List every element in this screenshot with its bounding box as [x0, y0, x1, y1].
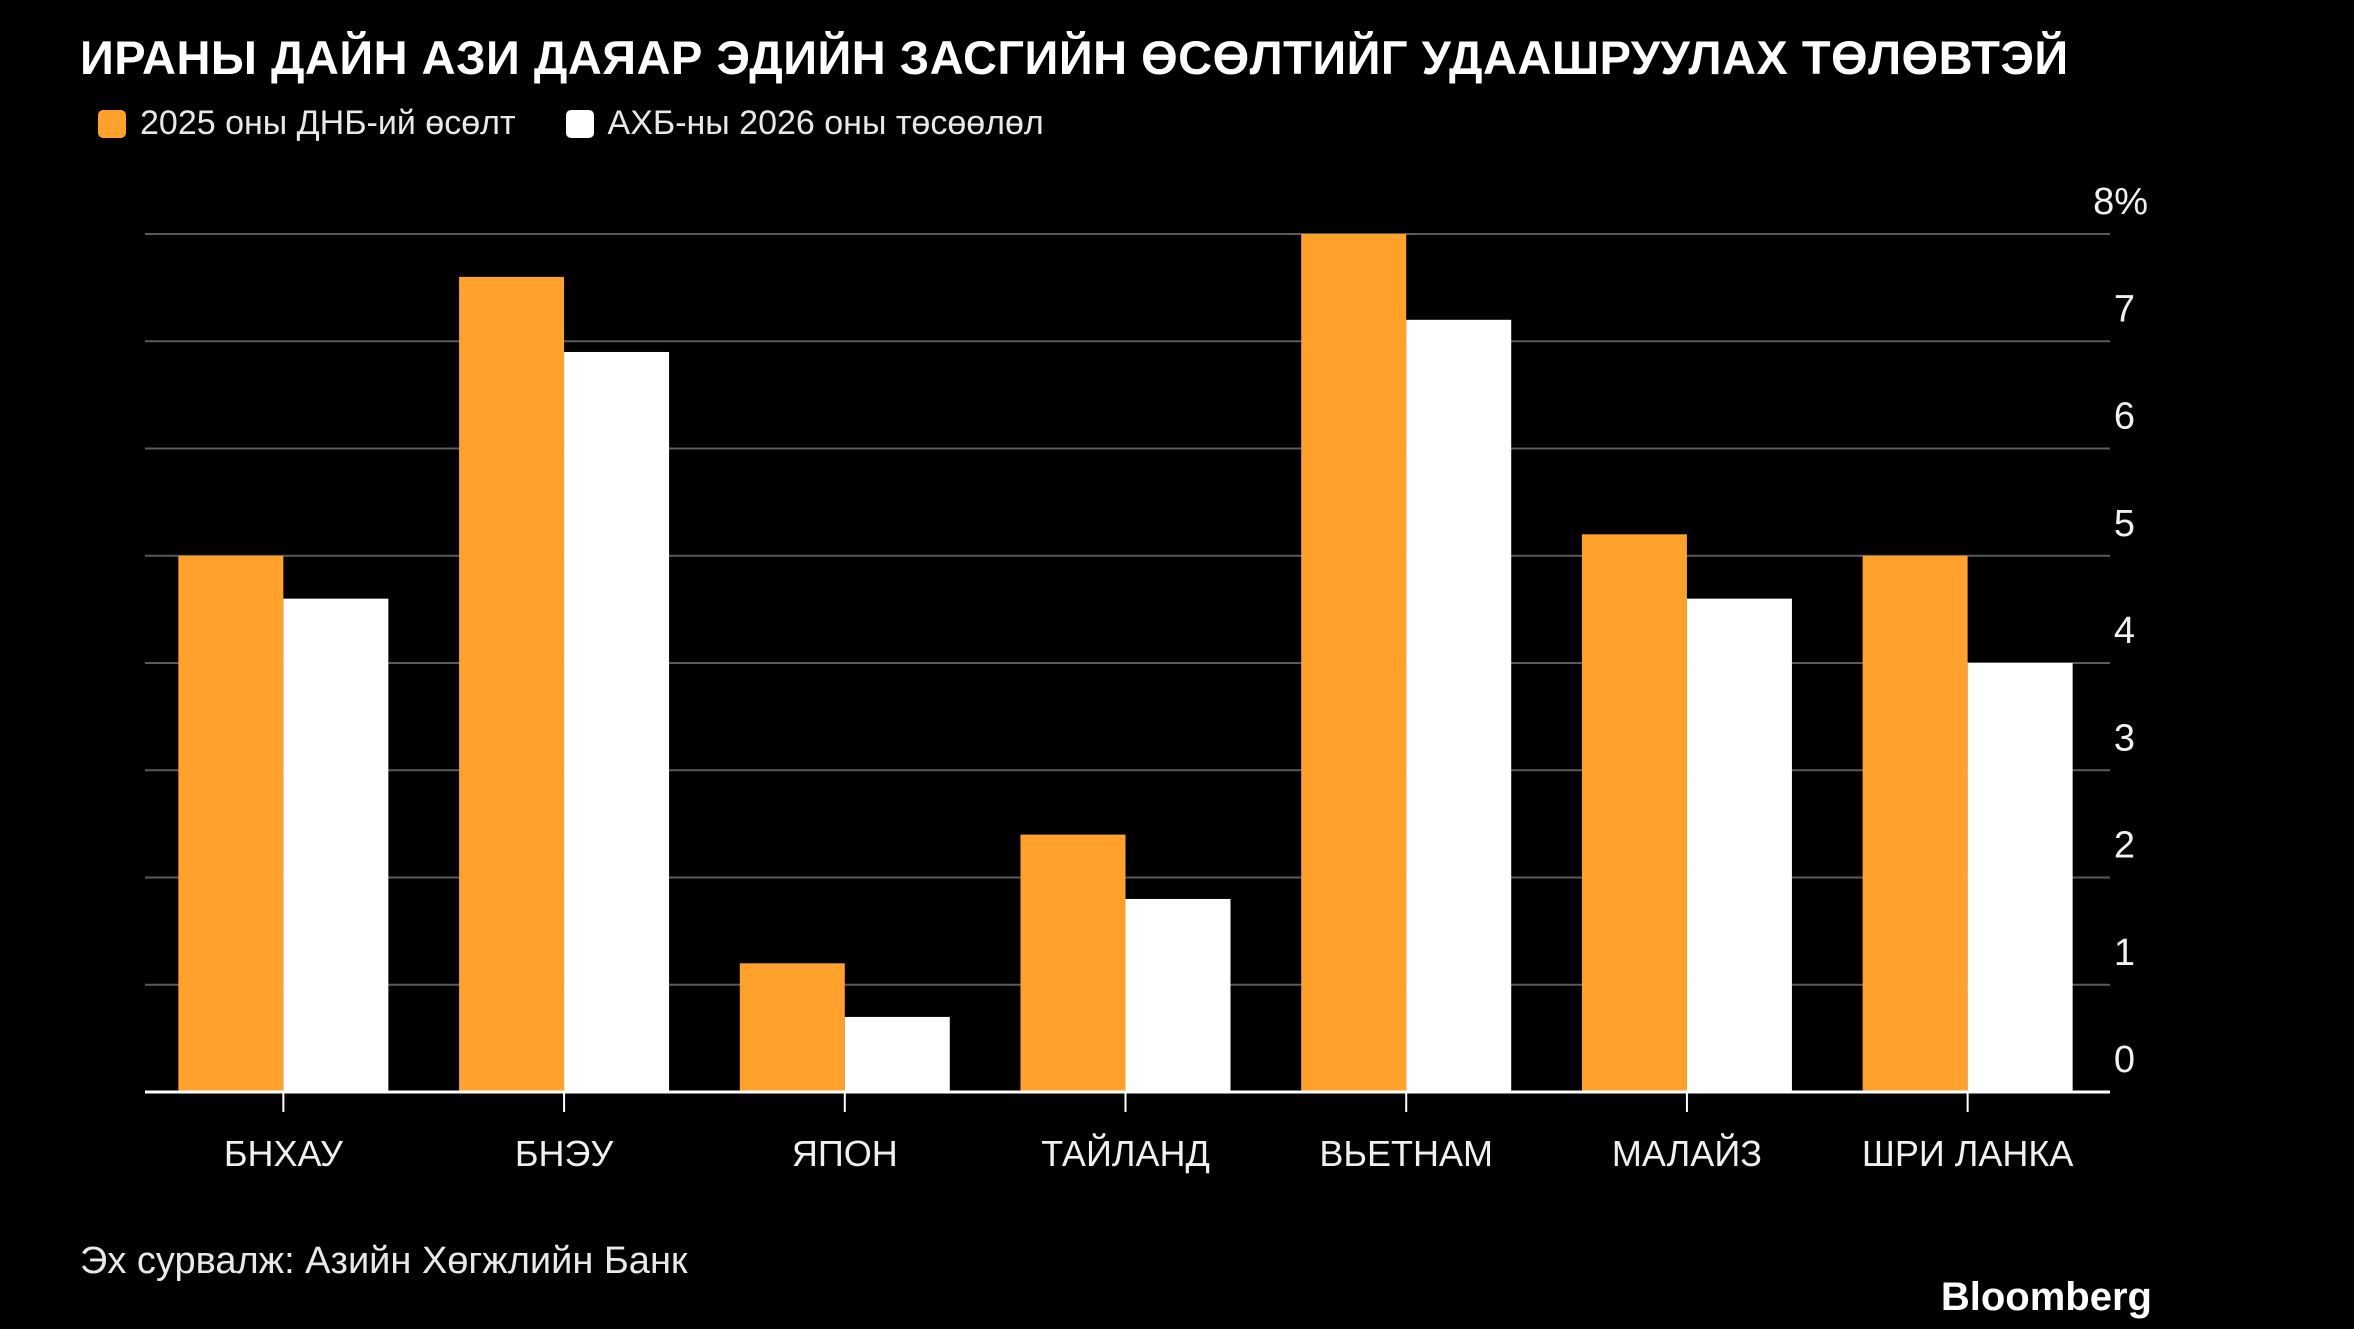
- y-tick-label: 6: [2114, 396, 2135, 438]
- y-tick-label: 7: [2114, 288, 2135, 330]
- x-tick-label: БНЭУ: [515, 1133, 614, 1174]
- bar-gdp-2025: [739, 963, 845, 1092]
- x-tick-label: ВЬЕТНАМ: [1319, 1133, 1493, 1174]
- bar-gdp-2025: [1862, 555, 1968, 1092]
- bar-gdp-2025: [178, 555, 284, 1092]
- bar-forecast-2026: [1125, 898, 1231, 1092]
- bar-forecast-2026: [1406, 319, 1512, 1092]
- y-tick-label: 3: [2114, 717, 2135, 759]
- y-tick-label: 5: [2114, 503, 2135, 545]
- y-tick-label: 4: [2114, 610, 2135, 652]
- chart-title: ИРАНЫ ДАЙН АЗИ ДАЯАР ЭДИЙН ЗАСГИЙН ӨСӨЛТ…: [80, 31, 2069, 84]
- bar-forecast-2026: [844, 1016, 950, 1092]
- x-tick-label: МАЛАЙЗ: [1612, 1132, 1762, 1174]
- bar-forecast-2026: [1967, 663, 2073, 1092]
- legend-item-2025: 2025 оны ДНБ-ий өсөлт: [98, 104, 516, 143]
- x-tick-label: ТАЙЛАНД: [1041, 1132, 1210, 1174]
- bar-gdp-2025: [1020, 834, 1126, 1092]
- x-tick-label: ЯПОН: [792, 1133, 898, 1174]
- x-tick-label: ШРИ ЛАНКА: [1862, 1133, 2074, 1174]
- source-note: Эх сурвалж: Азийн Хөгжлийн Банк: [80, 1240, 688, 1282]
- y-tick-label: 0: [2114, 1039, 2135, 1081]
- bar-gdp-2025: [459, 276, 565, 1092]
- legend-swatch-orange: [98, 109, 126, 138]
- y-tick-label: 8%: [2093, 181, 2148, 223]
- bar-forecast-2026: [1686, 598, 1792, 1092]
- bar-gdp-2025: [1581, 534, 1687, 1092]
- bloomberg-logo: Bloomberg: [1940, 1275, 2152, 1319]
- x-tick-label: БНХАУ: [224, 1133, 344, 1174]
- y-tick-label: 2: [2114, 825, 2135, 867]
- bar-forecast-2026: [564, 351, 670, 1093]
- bar-gdp-2025: [1301, 234, 1407, 1092]
- legend: 2025 оны ДНБ-ий өсөлт АХБ-ны 2026 оны тө…: [98, 104, 1094, 143]
- legend-swatch-white: [565, 109, 594, 138]
- bar-forecast-2026: [283, 598, 389, 1092]
- y-tick-label: 1: [2114, 932, 2135, 974]
- legend-item-2026: АХБ-ны 2026 оны төсөөлөл: [565, 104, 1044, 143]
- legend-label-2025: 2025 оны ДНБ-ий өсөлт: [140, 104, 516, 142]
- legend-label-2026: АХБ-ны 2026 оны төсөөлөл: [607, 104, 1044, 142]
